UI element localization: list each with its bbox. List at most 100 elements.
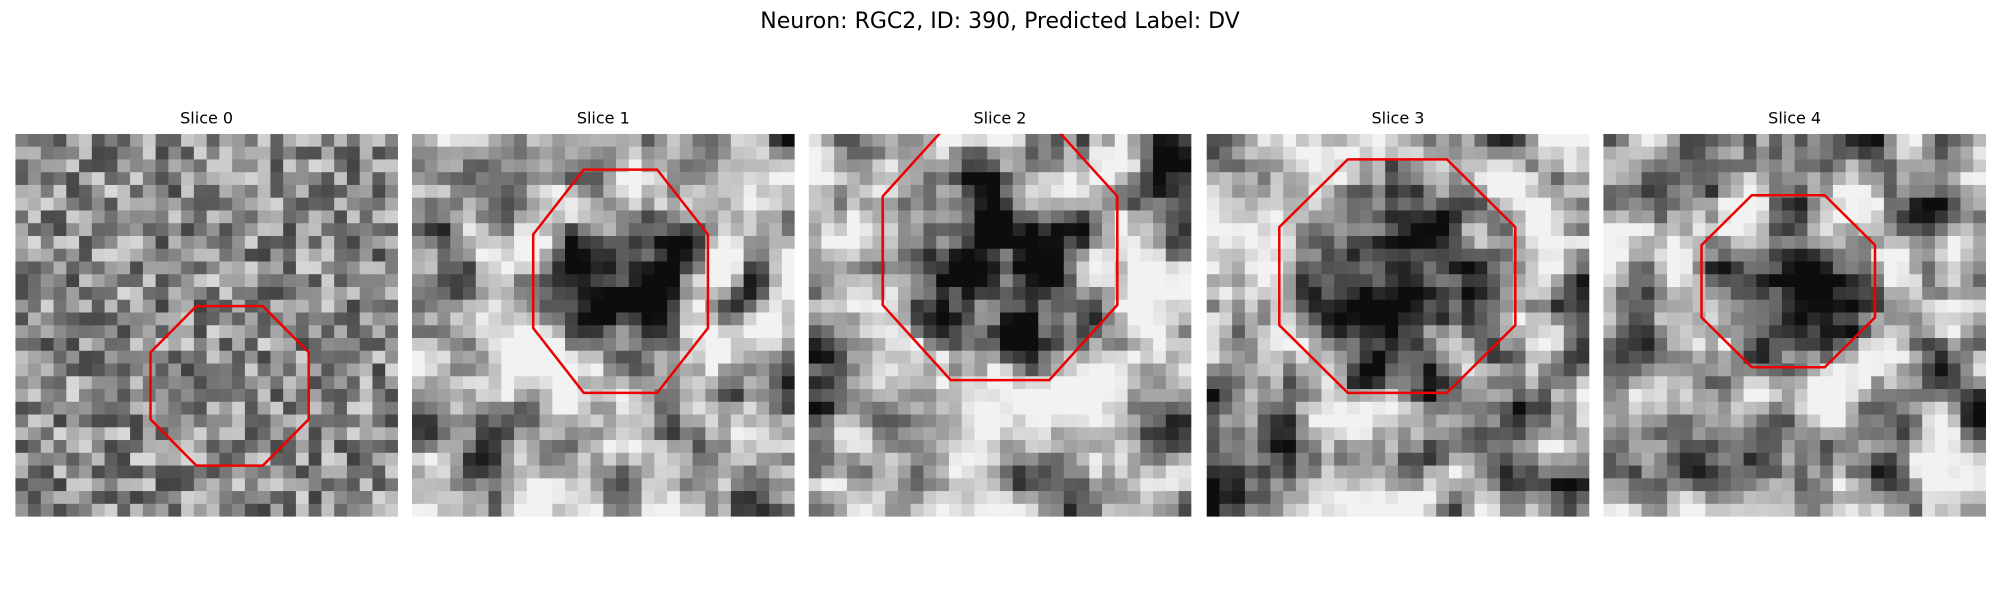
pixel bbox=[1934, 197, 1949, 211]
pixel bbox=[155, 235, 169, 250]
pixel bbox=[1769, 248, 1783, 262]
pixel bbox=[28, 299, 42, 313]
pixel bbox=[1334, 286, 1348, 301]
pixel bbox=[168, 440, 182, 454]
pixel bbox=[193, 223, 208, 237]
pixel bbox=[1346, 338, 1361, 352]
pixel bbox=[1896, 414, 1910, 428]
pixel bbox=[514, 197, 528, 211]
pixel bbox=[1820, 274, 1834, 288]
pixel bbox=[155, 312, 169, 326]
pixel bbox=[321, 414, 335, 428]
pixel bbox=[1385, 172, 1399, 186]
pixel bbox=[1461, 338, 1475, 352]
panel-title: Slice 4 bbox=[1768, 109, 1821, 128]
pixel bbox=[718, 414, 732, 428]
pixel bbox=[1397, 248, 1412, 262]
pixel bbox=[1769, 427, 1783, 441]
pixel bbox=[193, 274, 208, 288]
pixel bbox=[15, 350, 29, 365]
pixel bbox=[948, 440, 963, 454]
pixel bbox=[450, 452, 464, 467]
pixel bbox=[385, 325, 398, 339]
pixel bbox=[1448, 286, 1463, 301]
pixel bbox=[718, 299, 732, 313]
pixel bbox=[1538, 223, 1552, 237]
pixel bbox=[616, 197, 630, 211]
pixel bbox=[117, 478, 131, 492]
pixel bbox=[641, 325, 655, 339]
pixel bbox=[514, 325, 528, 339]
pixel bbox=[359, 338, 373, 352]
pixel bbox=[565, 491, 579, 505]
pixel bbox=[1667, 133, 1681, 148]
pixel bbox=[1794, 261, 1808, 275]
pixel bbox=[1334, 478, 1348, 492]
pixel bbox=[1705, 261, 1719, 275]
pixel bbox=[1127, 401, 1141, 416]
pixel bbox=[1883, 491, 1898, 505]
pixel bbox=[859, 146, 873, 160]
pixel bbox=[936, 452, 950, 467]
pixel bbox=[1423, 172, 1437, 186]
pixel bbox=[1178, 414, 1192, 428]
pixel bbox=[743, 274, 757, 288]
pixel bbox=[1909, 299, 1923, 313]
pixel bbox=[1102, 452, 1116, 467]
pixel bbox=[1947, 299, 1961, 313]
pixel bbox=[372, 146, 386, 160]
pixel bbox=[1679, 338, 1694, 352]
pixel bbox=[385, 133, 398, 148]
pixel bbox=[1718, 146, 1732, 160]
pixel bbox=[1295, 248, 1310, 262]
pixel bbox=[756, 312, 770, 326]
pixel bbox=[1295, 491, 1310, 505]
pixel bbox=[1973, 427, 1986, 441]
pixel bbox=[130, 427, 144, 441]
pixel bbox=[308, 338, 322, 352]
pixel bbox=[1551, 389, 1565, 403]
pixel bbox=[936, 376, 950, 390]
pixel bbox=[1178, 159, 1192, 173]
pixel bbox=[936, 184, 950, 199]
pixel bbox=[1219, 299, 1233, 313]
pixel bbox=[730, 503, 745, 517]
pixel bbox=[1244, 210, 1259, 224]
pixel bbox=[1448, 197, 1463, 211]
pixel bbox=[28, 172, 42, 186]
image-panel bbox=[1603, 133, 1986, 517]
pixel bbox=[846, 338, 861, 352]
pixel bbox=[730, 299, 745, 313]
pixel bbox=[79, 325, 93, 339]
pixel bbox=[1334, 274, 1348, 288]
pixel bbox=[1500, 146, 1514, 160]
pixel bbox=[885, 210, 899, 224]
pixel bbox=[743, 159, 757, 173]
pixel bbox=[1153, 440, 1167, 454]
pixel bbox=[1206, 465, 1220, 479]
pixel bbox=[948, 401, 963, 416]
pixel bbox=[1794, 172, 1808, 186]
pixel bbox=[1871, 299, 1885, 313]
pixel bbox=[1372, 286, 1386, 301]
pixel bbox=[1025, 159, 1039, 173]
pixel bbox=[1063, 248, 1078, 262]
pixel bbox=[1756, 312, 1770, 326]
pixel bbox=[1896, 363, 1910, 377]
pixel bbox=[1718, 286, 1732, 301]
pixel bbox=[1474, 452, 1488, 467]
pixel bbox=[1730, 146, 1745, 160]
pixel bbox=[730, 223, 745, 237]
pixel bbox=[1114, 452, 1129, 467]
pixel bbox=[948, 325, 963, 339]
pixel bbox=[142, 133, 157, 148]
pixel bbox=[1922, 478, 1936, 492]
pixel bbox=[1283, 184, 1297, 199]
pixel bbox=[565, 286, 579, 301]
pixel bbox=[628, 389, 643, 403]
pixel bbox=[1206, 299, 1220, 313]
pixel bbox=[66, 427, 80, 441]
pixel bbox=[1219, 210, 1233, 224]
pixel bbox=[846, 235, 861, 250]
pixel bbox=[1165, 210, 1180, 224]
